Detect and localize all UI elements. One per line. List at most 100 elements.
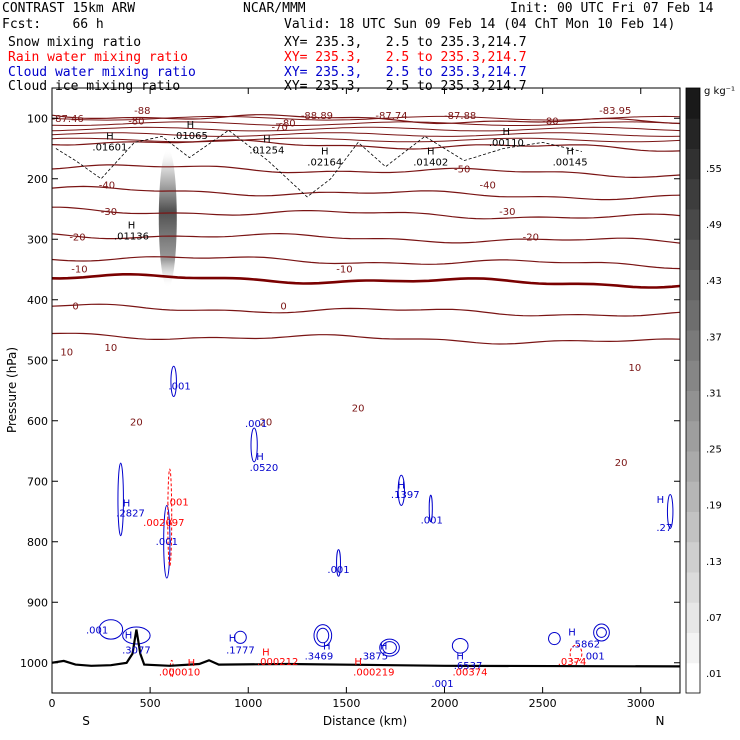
isotherm-label: -80 [128, 116, 144, 127]
colorbar-label: .37 [706, 332, 722, 343]
cloud-water-label: H [380, 641, 388, 652]
y-tick-label: 100 [27, 112, 48, 125]
isotherm--20 [52, 232, 680, 244]
isotherm-label: -87.46 [52, 114, 84, 125]
colorbar-unit: g kg⁻¹ [704, 86, 735, 97]
cloud-water-contour [666, 494, 674, 529]
colorbar-label: .25 [706, 445, 722, 456]
terrain-line [52, 629, 680, 668]
rain-label: .0374 [558, 657, 587, 668]
snow-max-marker: H [128, 220, 136, 231]
legend-cloud-water: Cloud water mixing ratio [8, 65, 196, 80]
isotherm-label: 20 [260, 418, 273, 429]
legend-cloud-ice-xy: XY= 235.3, 2.5 to 235.3,214.7 [284, 79, 527, 94]
colorbar-segment [686, 299, 700, 331]
rain-label: .00374 [453, 667, 488, 678]
axis-layer: 0 500 1000 1500 2000 2500 30001002003004005006… [20, 87, 681, 710]
cloud-water-label: .3077 [122, 646, 151, 657]
cloud-water-label: H [657, 495, 665, 506]
cloud-water-label: H [398, 481, 406, 492]
colorbar-frame [685, 87, 701, 694]
cloud-water-contour [234, 630, 247, 644]
x-tick-label: 3000 [627, 697, 655, 710]
rain-label: H [188, 658, 196, 669]
isotherm-label: -80 [279, 119, 295, 130]
rain-contour [167, 468, 173, 567]
colorbar-segment [686, 118, 700, 149]
colorbar-segment [686, 572, 700, 603]
cloud-water-label: .001 [168, 381, 190, 392]
cloud-water-label: .001 [245, 419, 267, 430]
rain-label: H [262, 647, 270, 658]
y-tick-label: 900 [27, 596, 48, 609]
rain-contour [569, 644, 583, 663]
cloud-ice-contour [55, 129, 582, 198]
plot-content: -87.46-88 -88.89 -87.74 -87.88 -83.95-80 -80-… [52, 106, 680, 690]
isotherm-label: -10 [71, 265, 87, 276]
colorbar-segment [686, 239, 700, 270]
isotherm-label: -50 [454, 165, 470, 176]
y-tick-label: 500 [27, 354, 48, 367]
colorbar-label: .13 [706, 557, 722, 568]
cloud-water-label: .001 [583, 652, 605, 663]
isotherm-label: 20 [352, 404, 365, 415]
isotherm-label: 20 [130, 418, 143, 429]
colorbar-segment [686, 632, 700, 664]
legend-rain-xy: XY= 235.3, 2.5 to 235.3,214.7 [284, 50, 527, 65]
isotherm-label: -80 [542, 116, 558, 127]
cloud-water-label: .5862 [571, 640, 600, 651]
x-axis-label: Distance (km) [323, 714, 407, 728]
cloud-water-contour [122, 626, 151, 645]
isotherm-label: 10 [628, 363, 641, 374]
colorbar: .55 .49 .43 .37 .31 .25 .19 .13 .07 .01 [685, 87, 722, 694]
cloud-water-label: .1397 [391, 490, 420, 501]
isotherm-10 [52, 303, 680, 317]
snow-max-value: .01136 [114, 231, 149, 242]
isotherm-label: -30 [101, 207, 117, 218]
colorbar-segment [686, 390, 700, 422]
isotherm-label: -30 [499, 207, 515, 218]
rain-contour [169, 659, 174, 678]
isotherm-0 [52, 273, 680, 289]
upper-isotherm-1 [52, 121, 680, 126]
isotherm--60 [52, 139, 680, 152]
colorbar-segment [686, 269, 700, 301]
y-tick-label: 200 [27, 173, 48, 186]
rain-label: .000010 [159, 667, 200, 678]
x-tick-label: 1000 [234, 697, 262, 710]
cloud-water-label: H [323, 641, 331, 652]
isotherm-label: -40 [480, 180, 496, 191]
isotherm-label: -70 [271, 122, 287, 133]
cloud-water-label: .3875 [360, 652, 389, 663]
cloud-water-contour [451, 638, 469, 654]
snow-max-value: .00145 [553, 158, 588, 169]
init-time: Init: 00 UTC Fri 07 Feb 14 [510, 1, 714, 16]
isotherm-label: -88.89 [301, 111, 333, 122]
cloud-water-label: .001 [156, 537, 178, 548]
cloud-water-contour [117, 462, 124, 537]
x-tick-label: 0 [49, 697, 56, 710]
cloud-water-contour [313, 624, 333, 647]
cloud-water-label: .6537 [454, 661, 483, 672]
y-tick-label: 300 [27, 233, 48, 246]
cloud-water-contour [397, 474, 405, 506]
cloud-water-contour [98, 619, 124, 640]
legend-snow-xy: XY= 235.3, 2.5 to 235.3,214.7 [284, 35, 527, 50]
colorbar-segment [686, 330, 700, 361]
colorbar-segment [686, 420, 700, 452]
isotherm-label: 10 [60, 347, 73, 358]
legend-cloud-ice: Cloud ice mixing ratio [8, 79, 181, 94]
y-tick-label: 800 [27, 536, 48, 549]
cloud-water-label: H [456, 652, 464, 663]
cloud-water-label: .27 [656, 523, 672, 534]
upper-isotherm-2 [52, 126, 680, 132]
isotherm-label: 10 [105, 343, 118, 354]
y-tick-label: 600 [27, 415, 48, 428]
cloud-water-contour [170, 365, 177, 398]
colorbar-label: .49 [706, 220, 722, 231]
isotherm--30 [52, 206, 680, 220]
cloud-water-label: .0520 [250, 463, 279, 474]
south-label: S [82, 714, 90, 728]
snow-max-value: .01601 [92, 142, 127, 153]
